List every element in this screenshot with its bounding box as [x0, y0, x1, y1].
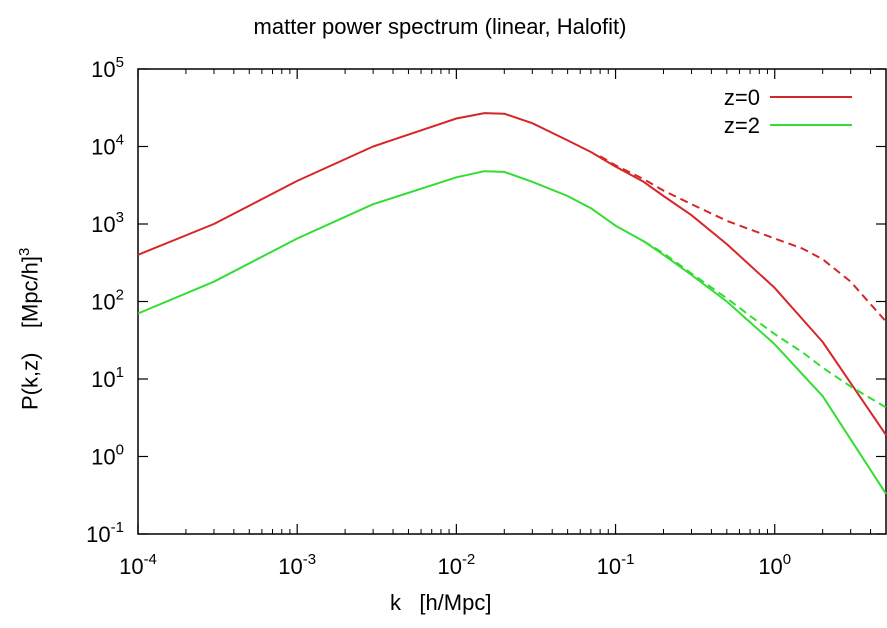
plot-frame [137, 68, 887, 535]
series-line-0 [137, 112, 887, 436]
x-tick-label: 10-2 [437, 551, 475, 579]
y-tick-label: 101 [91, 364, 124, 392]
x-tick-label: 10-3 [278, 551, 316, 579]
x-axis-label: k [h/Mpc] [390, 590, 492, 615]
x-tick-label: 10-4 [119, 551, 157, 579]
y-tick-label: 103 [91, 209, 124, 237]
series-line-1 [137, 170, 887, 495]
y-tick-label: 10-1 [86, 519, 124, 547]
y-tick-label: 102 [91, 287, 124, 315]
series-line-2 [599, 155, 887, 323]
y-tick-label: 104 [91, 132, 124, 160]
legend-label: z=0 [724, 85, 760, 110]
y-tick-label: 105 [91, 54, 124, 82]
series-line-3 [643, 240, 887, 409]
chart-title: matter power spectrum (linear, Halofit) [253, 14, 627, 39]
legend-label: z=2 [724, 113, 760, 138]
y-tick-label: 100 [91, 442, 124, 470]
x-tick-label: 100 [758, 551, 791, 579]
x-tick-label: 10-1 [597, 551, 635, 579]
